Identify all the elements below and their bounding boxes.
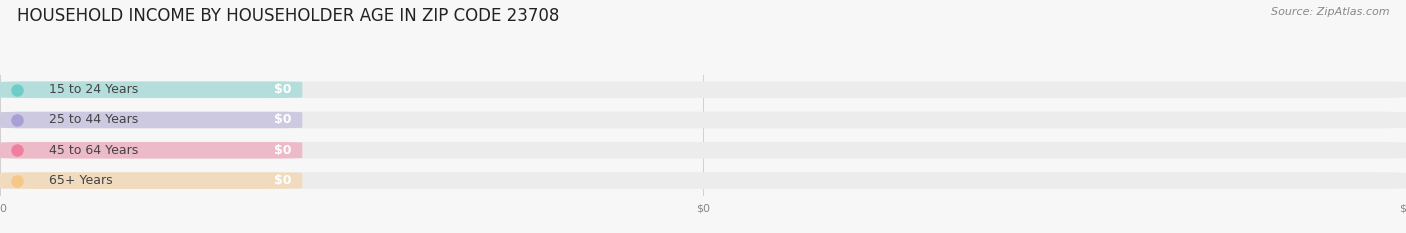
Text: $0: $0 (274, 174, 291, 187)
Text: 65+ Years: 65+ Years (49, 174, 112, 187)
Text: HOUSEHOLD INCOME BY HOUSEHOLDER AGE IN ZIP CODE 23708: HOUSEHOLD INCOME BY HOUSEHOLDER AGE IN Z… (17, 7, 560, 25)
Text: $0: $0 (274, 144, 291, 157)
FancyBboxPatch shape (0, 81, 302, 98)
Text: 25 to 44 Years: 25 to 44 Years (49, 113, 138, 127)
FancyBboxPatch shape (0, 172, 302, 189)
FancyBboxPatch shape (0, 172, 1406, 189)
FancyBboxPatch shape (0, 142, 302, 159)
Text: $0: $0 (274, 113, 291, 127)
FancyBboxPatch shape (0, 112, 1406, 128)
FancyBboxPatch shape (0, 112, 302, 128)
Text: Source: ZipAtlas.com: Source: ZipAtlas.com (1271, 7, 1389, 17)
FancyBboxPatch shape (0, 142, 1406, 159)
Text: $0: $0 (274, 83, 291, 96)
FancyBboxPatch shape (0, 81, 1406, 98)
Text: 15 to 24 Years: 15 to 24 Years (49, 83, 138, 96)
Text: 45 to 64 Years: 45 to 64 Years (49, 144, 138, 157)
